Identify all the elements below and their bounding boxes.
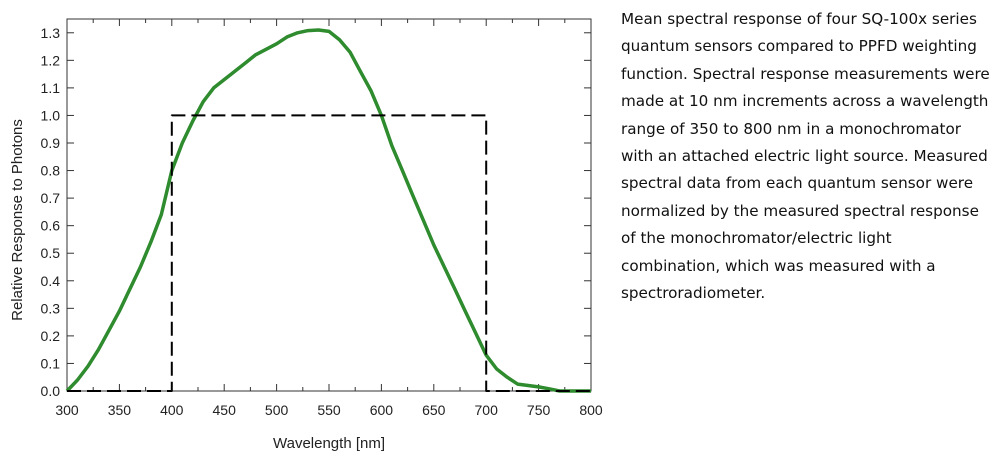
y-tick-label: 0.2: [41, 328, 61, 344]
y-tick-label: 0.3: [41, 300, 61, 316]
y-tick-label: 0.0: [41, 383, 61, 399]
x-tick-label: 350: [108, 402, 132, 418]
y-tick-label: 1.0: [41, 107, 61, 123]
x-tick-label: 750: [527, 402, 551, 418]
x-tick-label: 400: [160, 402, 184, 418]
x-tick-label: 600: [370, 402, 394, 418]
sensor-response-line: [65, 28, 591, 393]
x-tick-label: 450: [213, 402, 237, 418]
y-tick-label: 0.1: [41, 355, 61, 371]
y-tick-label: 0.5: [41, 245, 61, 261]
y-tick-label: 0.8: [41, 163, 61, 179]
y-tick-label: 1.2: [41, 52, 61, 68]
figure-caption: Mean spectral response of four SQ-100x s…: [621, 10, 990, 303]
y-tick-label: 0.4: [41, 273, 61, 289]
ppfd-weighting-line: [67, 114, 591, 392]
y-tick-label: 1.3: [41, 25, 61, 41]
plot-frame: [66, 18, 592, 392]
x-tick-label: 800: [579, 402, 603, 418]
y-tick-label: 0.6: [41, 218, 61, 234]
x-axis-label: Wavelength [nm]: [273, 435, 385, 452]
x-tick-label: 550: [317, 402, 341, 418]
y-tick-label: 1.1: [41, 80, 61, 96]
x-tick-label: 500: [265, 402, 289, 418]
y-tick-label: 0.7: [41, 190, 61, 206]
x-tick-label: 650: [422, 402, 446, 418]
x-tick-label: 700: [475, 402, 499, 418]
spectral-response-chart: 300 350 400 450 500 550 600 650 700 750 800 0.0 0.1 0…: [9, 18, 603, 452]
y-tick-label: 0.9: [41, 135, 61, 151]
y-axis-label: Relative Response to Photons: [9, 119, 26, 321]
x-tick-label: 300: [55, 402, 79, 418]
